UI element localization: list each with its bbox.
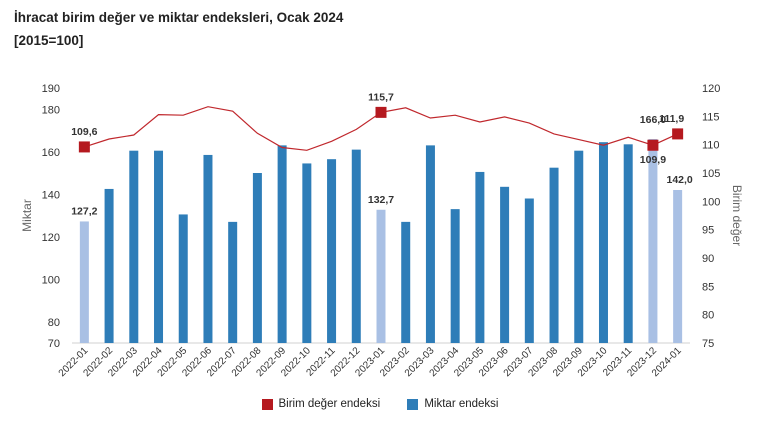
bar [500, 186, 510, 343]
line-marker [647, 139, 659, 151]
bar [203, 154, 213, 343]
y2-tick-label: 95 [702, 225, 714, 237]
bar [673, 190, 683, 343]
y2-tick-label: 90 [702, 253, 714, 265]
legend-label-unit-value: Birim değer endeksi [278, 398, 381, 410]
y2-tick-label: 75 [702, 338, 714, 350]
y2-tick-label: 80 [702, 310, 714, 322]
bar [648, 139, 658, 343]
legend-item-unit-value: Birim değer endeksi [261, 398, 381, 410]
bar [327, 159, 337, 343]
bar [376, 209, 386, 343]
legend-swatch-quantity [407, 398, 419, 410]
bar [104, 188, 114, 343]
data-label: 127,2 [71, 205, 97, 217]
y2-axis-title: Birim değer [730, 185, 744, 246]
bar [574, 150, 584, 343]
bar [401, 221, 411, 343]
bar [252, 173, 262, 343]
y-tick-label: 100 [42, 274, 60, 286]
line-marker [375, 106, 387, 118]
y2-tick-label: 115 [702, 111, 720, 123]
chart-subtitle: [2015=100] [14, 33, 84, 48]
bar [623, 144, 633, 343]
bar [598, 142, 608, 343]
chart-legend: Birim değer endeksi Miktar endeksi [0, 398, 760, 413]
data-label: 109,6 [71, 126, 97, 138]
data-label: 142,0 [666, 174, 692, 186]
bar [228, 221, 238, 343]
y2-tick-label: 120 [702, 83, 720, 95]
bar [351, 149, 361, 343]
y2-tick-label: 100 [702, 196, 720, 208]
data-label: 111,9 [659, 113, 684, 125]
bar [79, 221, 89, 343]
bar [524, 198, 534, 343]
bar [154, 150, 164, 343]
y-tick-label: 80 [48, 317, 60, 329]
y-tick-label: 180 [42, 104, 60, 116]
bar [450, 209, 460, 343]
bar [302, 163, 312, 343]
bar [425, 145, 435, 343]
data-label: 109,9 [640, 154, 666, 166]
bar [549, 167, 559, 343]
y2-tick-label: 105 [702, 168, 720, 180]
data-label: 166,0 [640, 114, 666, 126]
data-label: 132,7 [368, 194, 394, 206]
y-tick-label: 140 [42, 189, 60, 201]
y-axis-title: Miktar [20, 199, 34, 232]
chart-title: İhracat birim değer ve miktar endeksleri… [14, 10, 344, 25]
line-marker [78, 141, 90, 153]
y2-tick-label: 110 [702, 140, 720, 152]
data-label: 115,7 [368, 91, 394, 103]
bar [129, 150, 139, 343]
bar [277, 145, 287, 343]
y2-tick-label: 85 [702, 281, 714, 293]
legend-swatch-unit-value [261, 398, 273, 410]
y-tick-label: 120 [42, 232, 60, 244]
y-tick-label: 190 [42, 83, 60, 95]
y-tick-label: 70 [48, 338, 60, 350]
line-marker [672, 128, 684, 140]
bar [178, 214, 188, 343]
bar [475, 171, 485, 343]
legend-item-quantity: Miktar endeksi [407, 398, 498, 410]
y-tick-label: 160 [42, 147, 60, 159]
legend-label-quantity: Miktar endeksi [424, 398, 499, 410]
